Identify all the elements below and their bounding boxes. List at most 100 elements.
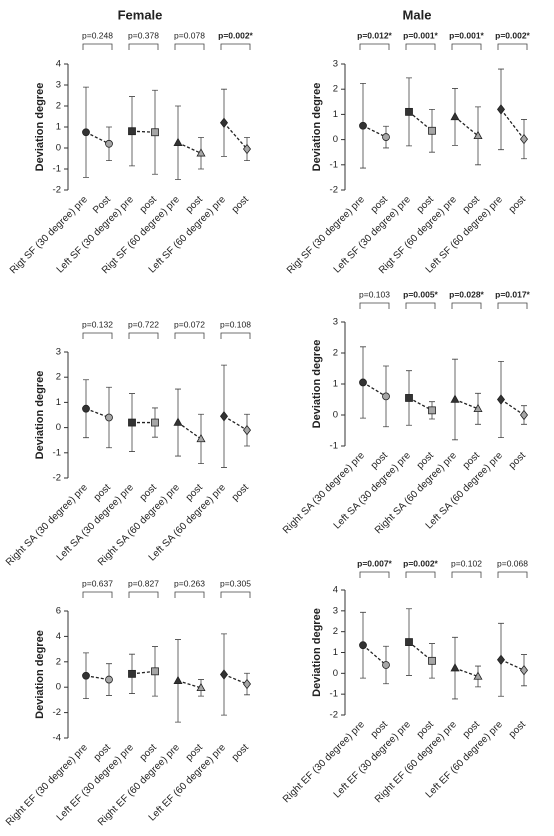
marker <box>473 403 483 412</box>
y-tick-label: 0 <box>56 422 61 433</box>
p-value: p=0.132 <box>82 319 113 329</box>
y-tick-label: -2 <box>53 707 61 718</box>
marker <box>428 406 436 415</box>
pair-connector <box>223 415 248 431</box>
marker <box>382 661 390 669</box>
y-tick-label: 0 <box>333 668 338 679</box>
p-value: p=0.722 <box>128 319 159 329</box>
pair-connector <box>362 125 387 138</box>
pair-connector <box>131 670 156 675</box>
y-tick-label: 2 <box>56 372 61 383</box>
p-value: p=0.028* <box>449 289 484 299</box>
bracket <box>174 591 205 598</box>
p-value: p=0.102 <box>451 558 482 568</box>
y-tick-label: 3 <box>333 605 338 616</box>
marker <box>82 128 90 137</box>
bracket <box>220 591 251 598</box>
bracket <box>128 332 159 339</box>
marker <box>428 656 436 665</box>
y-tick-label: 2 <box>56 656 61 667</box>
x-tick-label: Rigt SF (30 degree) pre <box>8 194 90 276</box>
bracket <box>359 43 390 50</box>
y-tick-label: 0 <box>333 410 338 421</box>
marker <box>219 117 229 129</box>
marker <box>105 413 113 422</box>
marker <box>473 671 483 680</box>
p-value: p=0.002* <box>495 30 530 40</box>
y-tick-label: -1 <box>330 159 338 170</box>
y-axis-label: Deviation degree <box>311 608 323 697</box>
column-title: Female <box>118 7 163 22</box>
marker <box>242 143 252 155</box>
p-value: p=0.012* <box>357 30 392 40</box>
bracket <box>128 591 159 598</box>
y-tick-label: 0 <box>56 143 61 154</box>
marker <box>82 671 90 680</box>
bracket <box>82 332 113 339</box>
y-axis-label: Deviation degree <box>311 83 323 172</box>
y-tick-label: 3 <box>56 347 61 358</box>
x-tick-label: post <box>230 194 251 215</box>
pair-connector <box>131 130 156 133</box>
marker <box>105 675 113 684</box>
y-axis-label: Deviation degree <box>34 371 46 460</box>
marker <box>382 392 390 401</box>
p-value: p=0.103 <box>359 289 390 299</box>
bracket <box>82 43 113 50</box>
y-tick-label: -1 <box>330 689 338 700</box>
marker <box>405 107 413 116</box>
y-tick-label: 3 <box>333 317 338 328</box>
bracket <box>451 302 482 309</box>
pair-connector <box>85 675 110 681</box>
marker <box>496 394 506 405</box>
y-tick-label: 6 <box>56 606 61 617</box>
y-tick-label: 1 <box>333 647 338 658</box>
p-value: p=0.827 <box>128 578 159 588</box>
y-axis-label: Deviation degree <box>34 630 46 719</box>
marker <box>105 139 113 148</box>
marker <box>405 394 413 402</box>
bracket <box>359 571 390 578</box>
bracket <box>82 591 113 598</box>
y-tick-label: 1 <box>333 109 338 120</box>
marker <box>219 669 229 680</box>
marker <box>128 127 136 136</box>
marker <box>359 641 367 650</box>
pair-connector <box>85 408 110 419</box>
p-value: p=0.005* <box>403 289 438 299</box>
x-tick-label: Rigt SF (30 degree) pre <box>285 194 367 276</box>
pair-connector <box>362 381 387 397</box>
p-value: p=0.305 <box>220 578 251 588</box>
y-tick-label: 2 <box>56 101 61 112</box>
marker <box>151 418 159 427</box>
x-tick-label: post <box>507 194 528 215</box>
marker <box>128 418 136 427</box>
marker <box>173 417 183 426</box>
y-tick-label: 4 <box>56 631 61 642</box>
p-value: p=0.007* <box>357 558 392 568</box>
bracket <box>174 43 205 50</box>
x-tick-label: Right SA (30 degree) pre <box>4 482 90 568</box>
marker <box>359 121 367 130</box>
p-value: p=0.108 <box>220 319 251 329</box>
pair-connector <box>177 142 202 154</box>
y-tick-label: 2 <box>333 84 338 95</box>
y-tick-label: 4 <box>56 59 61 70</box>
x-tick-label: post <box>507 450 528 471</box>
pair-connector <box>177 680 202 689</box>
marker <box>519 409 529 421</box>
p-value: p=0.002* <box>403 558 438 568</box>
y-tick-label: 0 <box>333 134 338 145</box>
marker <box>473 130 483 140</box>
marker <box>519 133 529 145</box>
y-tick-label: 2 <box>333 348 338 359</box>
y-axis-label: Deviation degree <box>311 340 323 429</box>
p-value: p=0.078 <box>174 30 205 40</box>
marker <box>450 394 460 403</box>
pair-connector <box>454 667 479 678</box>
y-tick-label: 1 <box>333 379 338 390</box>
bracket <box>174 332 205 339</box>
marker <box>382 133 390 141</box>
pair-connector <box>500 108 525 140</box>
